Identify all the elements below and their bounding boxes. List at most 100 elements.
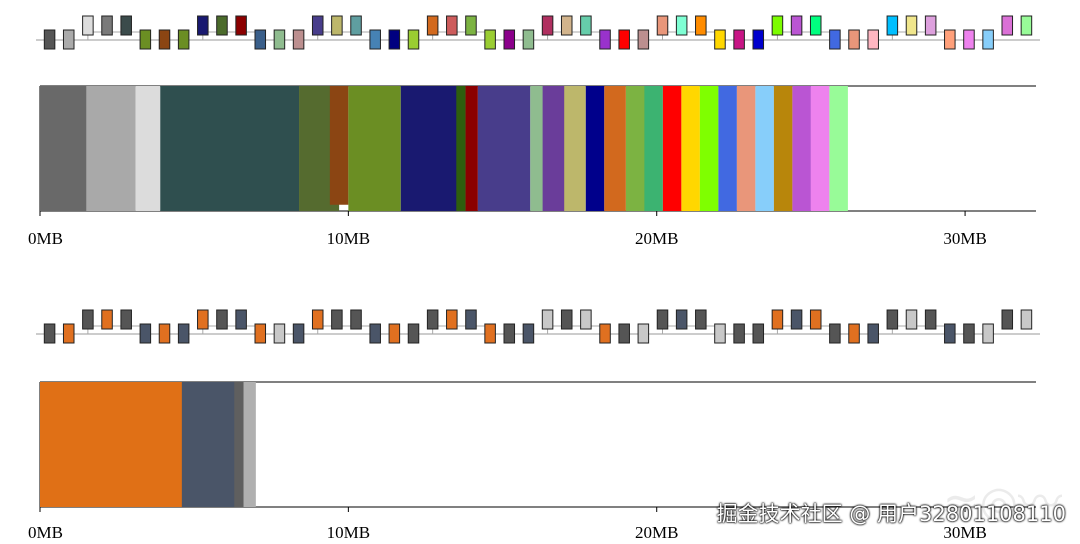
- graph-node: [1001, 15, 1014, 36]
- graph-node: [1020, 309, 1033, 330]
- graph-node: [177, 323, 190, 344]
- graph-node: [216, 309, 228, 330]
- graph-node: [350, 309, 362, 330]
- graph-node: [790, 15, 803, 36]
- graph-node: [944, 29, 956, 50]
- graph-node: [503, 29, 516, 50]
- axis-tick-label: 0MB: [28, 229, 63, 248]
- graph-node: [599, 323, 611, 344]
- axis-tick-label: 0MB: [28, 523, 63, 542]
- graph-node: [254, 323, 267, 344]
- graph-node: [656, 15, 669, 36]
- memory-block: [829, 86, 848, 211]
- memory-block: [477, 86, 531, 211]
- graph-node: [158, 29, 171, 50]
- graph-node: [829, 29, 841, 50]
- graph-node: [331, 15, 343, 36]
- graph-node: [560, 309, 573, 330]
- axis-tick-label: 10MB: [327, 523, 370, 542]
- graph-node: [809, 309, 822, 330]
- graph-skip-edge: [87, 31, 146, 40]
- watermark-text: 掘金技术社区 @ 用户32801108110: [716, 502, 1066, 526]
- graph-node: [426, 309, 439, 330]
- graph-node: [656, 309, 669, 330]
- graph-node: [465, 309, 477, 330]
- graph-node: [197, 309, 209, 330]
- bottom-memory-panel: 0MB 10MB 20MB 30MB: [28, 309, 1040, 542]
- graph-node: [790, 309, 803, 330]
- memory-block: [329, 86, 349, 205]
- memory-block: [400, 86, 460, 211]
- graph-node: [1020, 15, 1033, 36]
- graph-node: [82, 309, 94, 330]
- graph-skip-edge: [662, 31, 721, 40]
- memory-block: [604, 86, 626, 211]
- memory-block: [135, 86, 161, 211]
- graph-node: [599, 29, 611, 50]
- graph-node: [924, 15, 937, 36]
- memory-block: [699, 86, 719, 211]
- memory-block: [681, 86, 700, 211]
- graph-skip-edge: [891, 31, 951, 40]
- graph-skip-edge: [87, 325, 146, 334]
- graph-skip-edge: [432, 325, 491, 334]
- graph-nodes-row: [36, 309, 1040, 344]
- graph-node: [752, 29, 765, 50]
- memory-block: [755, 86, 774, 211]
- memory-block: [160, 86, 300, 211]
- memory-block: [465, 86, 478, 211]
- axis-tick-label: 30MB: [943, 229, 986, 248]
- graph-skip-edge: [432, 31, 491, 40]
- graph-node: [254, 29, 267, 50]
- graph-node: [101, 15, 113, 36]
- graph-node: [752, 323, 765, 344]
- graph-node: [905, 15, 918, 36]
- graph-node: [829, 323, 841, 344]
- graph-node: [139, 29, 152, 50]
- graph-skip-edge: [662, 325, 721, 334]
- memory-block: [40, 86, 93, 211]
- graph-node: [388, 323, 401, 344]
- graph-node: [867, 29, 879, 50]
- memory-bar-area: [39, 85, 1036, 212]
- graph-skip-edge: [547, 325, 606, 334]
- graph-node: [982, 29, 994, 50]
- graph-node: [695, 309, 707, 330]
- graph-node: [580, 15, 592, 36]
- graph-skip-edge: [202, 325, 261, 334]
- graph-node: [560, 15, 573, 36]
- graph-skip-edge: [891, 325, 951, 334]
- graph-node: [484, 323, 496, 344]
- graph-skip-edge: [776, 325, 836, 334]
- graph-node: [618, 323, 630, 344]
- graph-node: [407, 29, 420, 50]
- graph-node: [62, 323, 75, 344]
- graph-node: [522, 29, 535, 50]
- graph-node: [714, 29, 726, 50]
- graph-skip-edge: [317, 31, 376, 40]
- graph-node: [101, 309, 113, 330]
- graph-nodes-row: [36, 15, 1040, 50]
- graph-node: [177, 29, 190, 50]
- graph-node: [580, 309, 592, 330]
- graph-node: [1001, 309, 1014, 330]
- top-memory-panel: 0MB 10MB 20MB 30MB: [28, 15, 1040, 248]
- faint-logo-watermark: ≈◎〰: [942, 477, 1062, 528]
- memory-block: [718, 86, 737, 211]
- graph-node: [292, 323, 305, 344]
- graph-node: [963, 323, 975, 344]
- graph-node: [120, 309, 132, 330]
- graph-node: [235, 15, 247, 36]
- graph-node: [771, 15, 784, 36]
- graph-node: [541, 15, 554, 36]
- axis-tick-label: 20MB: [635, 523, 678, 542]
- graph-node: [43, 29, 56, 50]
- axis-tick-label: 20MB: [635, 229, 678, 248]
- graph-node: [369, 29, 381, 50]
- axis-tick-label: 10MB: [327, 229, 370, 248]
- graph-node: [197, 15, 209, 36]
- graph-node: [350, 15, 362, 36]
- memory-block: [662, 86, 682, 211]
- memory-block: [40, 382, 185, 507]
- graph-node: [963, 29, 975, 50]
